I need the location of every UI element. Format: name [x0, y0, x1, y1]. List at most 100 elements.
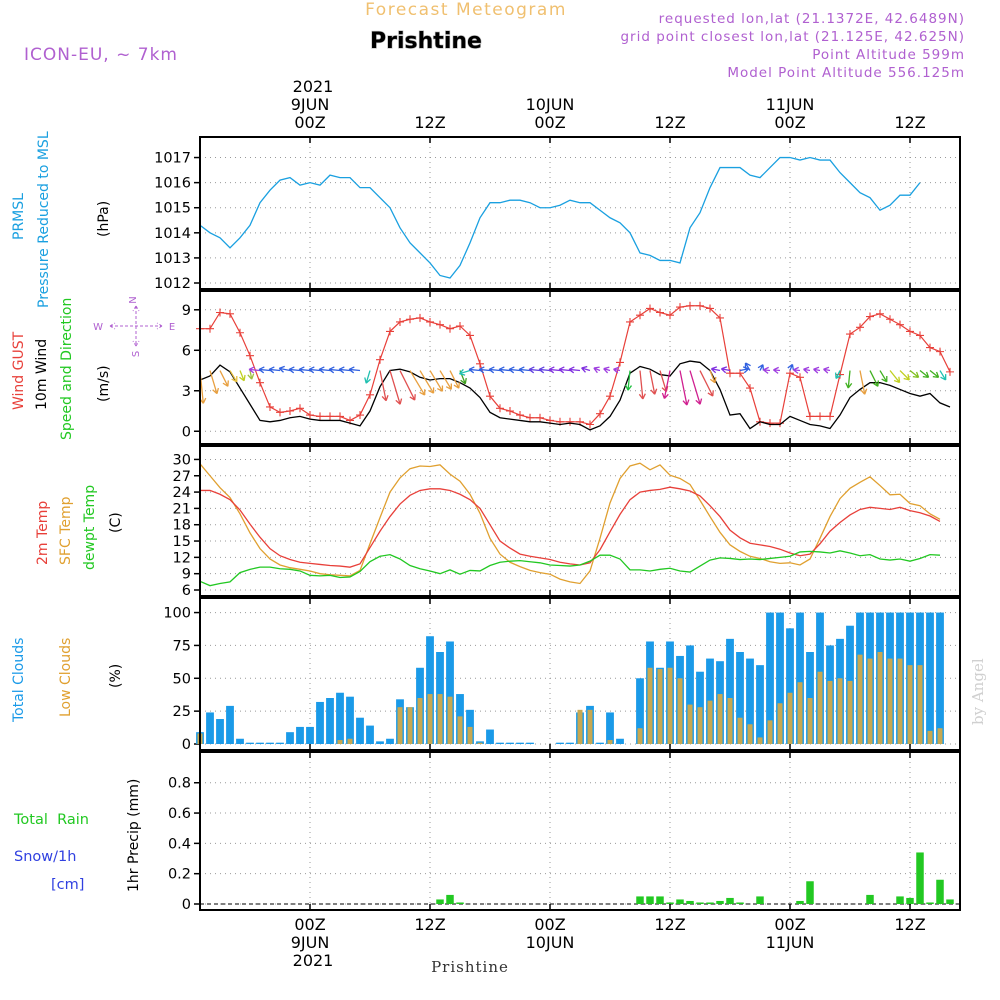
wind-direction-arrow	[268, 366, 281, 374]
gust-marker	[386, 327, 394, 336]
wind-direction-arrow	[538, 366, 551, 374]
gust-marker	[796, 373, 804, 382]
wind-direction-arrow	[649, 370, 658, 395]
wind-direction-arrow	[879, 370, 888, 383]
top-date-label: 9JUN	[291, 95, 330, 114]
temp-unit: (C)	[108, 512, 124, 533]
gust-marker	[466, 331, 474, 340]
total-cloud-bar	[446, 641, 454, 744]
gust-marker	[856, 323, 864, 332]
wind-direction-arrow	[613, 366, 621, 374]
compass-n: N	[128, 296, 139, 303]
rain-bar	[666, 902, 674, 904]
low-cloud-bar	[747, 724, 753, 744]
temperature-ytick-label: 6	[182, 583, 191, 599]
total-cloud-bar	[276, 742, 284, 744]
clouds-ytick-label: 100	[163, 606, 191, 622]
low-cloud-bar	[737, 717, 743, 744]
total-cloud-bar	[376, 741, 384, 744]
wind-direction-arrow	[498, 366, 511, 374]
gust-marker	[886, 315, 894, 324]
pressure-line	[199, 156, 921, 279]
wind-direction-arrow	[364, 370, 371, 384]
wind-direction-arrow	[488, 366, 501, 374]
wind-direction-arrow	[581, 365, 591, 373]
wind-direction-arrow	[909, 370, 920, 379]
rain-bar	[916, 852, 924, 904]
total-cloud-bar	[346, 696, 354, 744]
wind-direction-arrow	[288, 366, 301, 374]
wind-direction-arrow	[689, 370, 703, 405]
pressure-ytick-label: 1012	[154, 276, 191, 292]
gust-marker	[936, 347, 944, 356]
low-cloud-bar	[447, 696, 453, 744]
wind-direction-arrow	[679, 370, 690, 406]
total-clouds-label: Total Clouds	[11, 638, 27, 723]
low-cloud-bar	[807, 698, 813, 744]
rain-bar	[906, 897, 914, 904]
clouds-ytick-label: 50	[173, 671, 191, 687]
gust-marker	[736, 369, 744, 378]
compass-e: E	[169, 322, 175, 333]
low-cloud-bar	[787, 692, 793, 744]
wind-direction-arrow	[558, 366, 571, 374]
total-cloud-bar	[246, 742, 254, 744]
footer-location: Prishtine	[431, 958, 509, 976]
wind-direction-arrow	[813, 366, 821, 374]
gust-marker	[356, 411, 364, 420]
wind-direction-arrow	[787, 363, 795, 371]
gust-marker	[566, 417, 574, 426]
wind-direction-arrow	[709, 370, 717, 384]
total-cloud-bar	[726, 638, 734, 744]
rain-bar	[446, 894, 454, 904]
model-altitude: Model Point Altitude 556.125m	[727, 65, 965, 81]
model-label: ICON-EU, ~ 7km	[24, 45, 178, 65]
gust-label: Wind GUST	[11, 331, 27, 410]
total-cloud-bar	[216, 719, 224, 744]
t2m-label: 2m Temp	[35, 501, 51, 565]
low-cloud-bar	[827, 680, 833, 744]
pressure-ytick-label: 1017	[154, 151, 191, 167]
gust-marker	[456, 321, 464, 330]
total-cloud-bar	[286, 732, 294, 744]
total-cloud-bar	[526, 742, 534, 744]
total-cloud-bar	[636, 678, 644, 744]
wind-direction-arrow	[399, 370, 416, 401]
wind-direction-arrow	[318, 366, 331, 374]
low-cloud-bar	[707, 700, 713, 744]
gust-marker	[916, 331, 924, 340]
clouds-frame	[199, 597, 961, 751]
dew-label: dewpt Temp	[82, 485, 98, 570]
top-time-label: 12Z	[654, 113, 685, 132]
rain-bar	[726, 897, 734, 904]
pressure-label-1: PRMSL	[11, 193, 27, 240]
rain-bar	[706, 902, 714, 904]
bottom-year: 2021	[293, 951, 334, 970]
temperature-ytick-label: 15	[173, 534, 191, 550]
total-cloud-bar	[756, 665, 764, 744]
top-time-label: 00Z	[534, 113, 565, 132]
wind-direction-arrow	[247, 370, 255, 380]
total-cloud-bar	[506, 742, 514, 744]
low-cloud-bar	[677, 678, 683, 744]
gust-marker	[246, 351, 254, 360]
gust-marker	[406, 315, 414, 324]
total-cloud-bar	[336, 692, 344, 744]
top-time-label: 12Z	[414, 113, 445, 132]
wind-direction-arrow	[449, 370, 460, 389]
low-cloud-bar	[927, 730, 933, 744]
gust-marker	[506, 407, 514, 416]
low-cloud-bar	[587, 709, 593, 744]
gust-marker	[396, 317, 404, 326]
clouds-ytick-label: 25	[173, 704, 191, 720]
low-cloud-bar	[337, 740, 343, 744]
wind-direction-arrow	[869, 370, 879, 387]
total-cloud-bar	[686, 645, 694, 744]
rain-bar	[936, 879, 944, 904]
wind-direction-arrow	[939, 370, 947, 381]
low-cloud-bar	[657, 669, 663, 744]
pressure-panel: 1012 1013 1014 1015 1016 1017	[154, 136, 961, 292]
wind-direction-arrow	[409, 370, 426, 396]
